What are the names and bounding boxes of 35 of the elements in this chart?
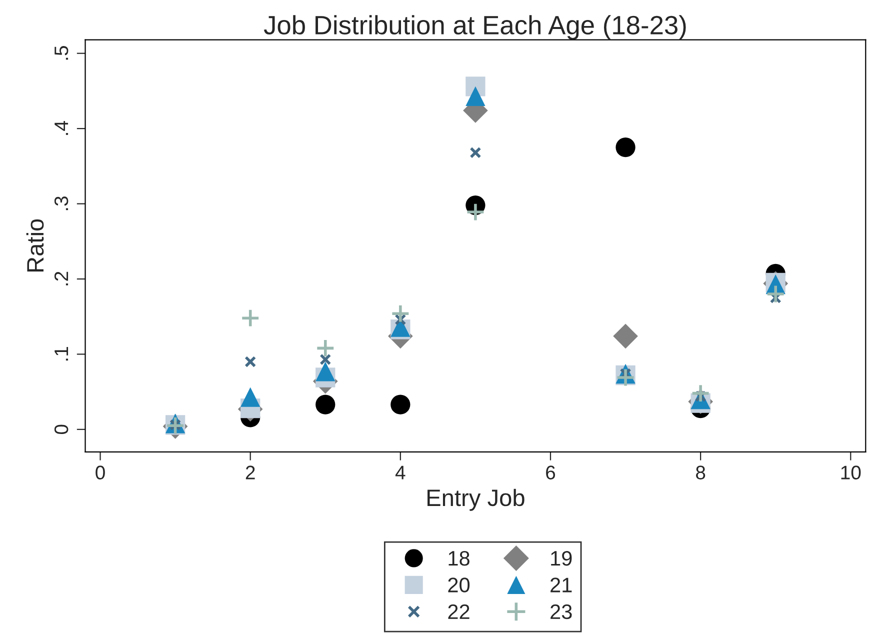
- y-axis-title: Ratio: [26, 219, 44, 272]
- legend-label: 22: [448, 604, 470, 619]
- point: [240, 308, 260, 328]
- y-tick-label: .2: [54, 272, 68, 286]
- point: [766, 284, 786, 304]
- point: [466, 202, 486, 222]
- chart-title: Job Distribution at Each Age (18-23): [264, 15, 686, 40]
- point: [466, 86, 486, 106]
- legend-label: 19: [551, 550, 572, 566]
- y-tick-label: 0: [54, 424, 68, 434]
- legend-label: 23: [550, 604, 572, 620]
- point: [316, 362, 336, 382]
- point: [390, 304, 410, 324]
- point: [613, 324, 638, 349]
- point: [316, 338, 335, 358]
- point: [470, 146, 482, 158]
- point: [316, 394, 336, 414]
- legend-label: 21: [550, 578, 572, 592]
- x-tick-label: 10: [841, 466, 861, 480]
- x-tick-label: 8: [696, 466, 706, 480]
- point: [240, 387, 260, 407]
- legend-label: 20: [448, 578, 470, 592]
- y-tick-label: .5: [54, 46, 68, 60]
- legend-label: 18: [448, 550, 470, 566]
- point: [390, 394, 410, 414]
- y-tick-label: .4: [54, 121, 68, 135]
- x-axis-title: Entry Job: [428, 488, 524, 511]
- point: [616, 138, 636, 158]
- point: [244, 356, 256, 368]
- x-tick-label: 2: [246, 466, 255, 480]
- y-tick-label: .1: [54, 347, 68, 361]
- x-tick-label: 6: [546, 466, 556, 480]
- x-tick-label: 0: [96, 466, 105, 480]
- y-tick-label: .3: [54, 196, 68, 210]
- x-tick-label: 4: [395, 466, 406, 480]
